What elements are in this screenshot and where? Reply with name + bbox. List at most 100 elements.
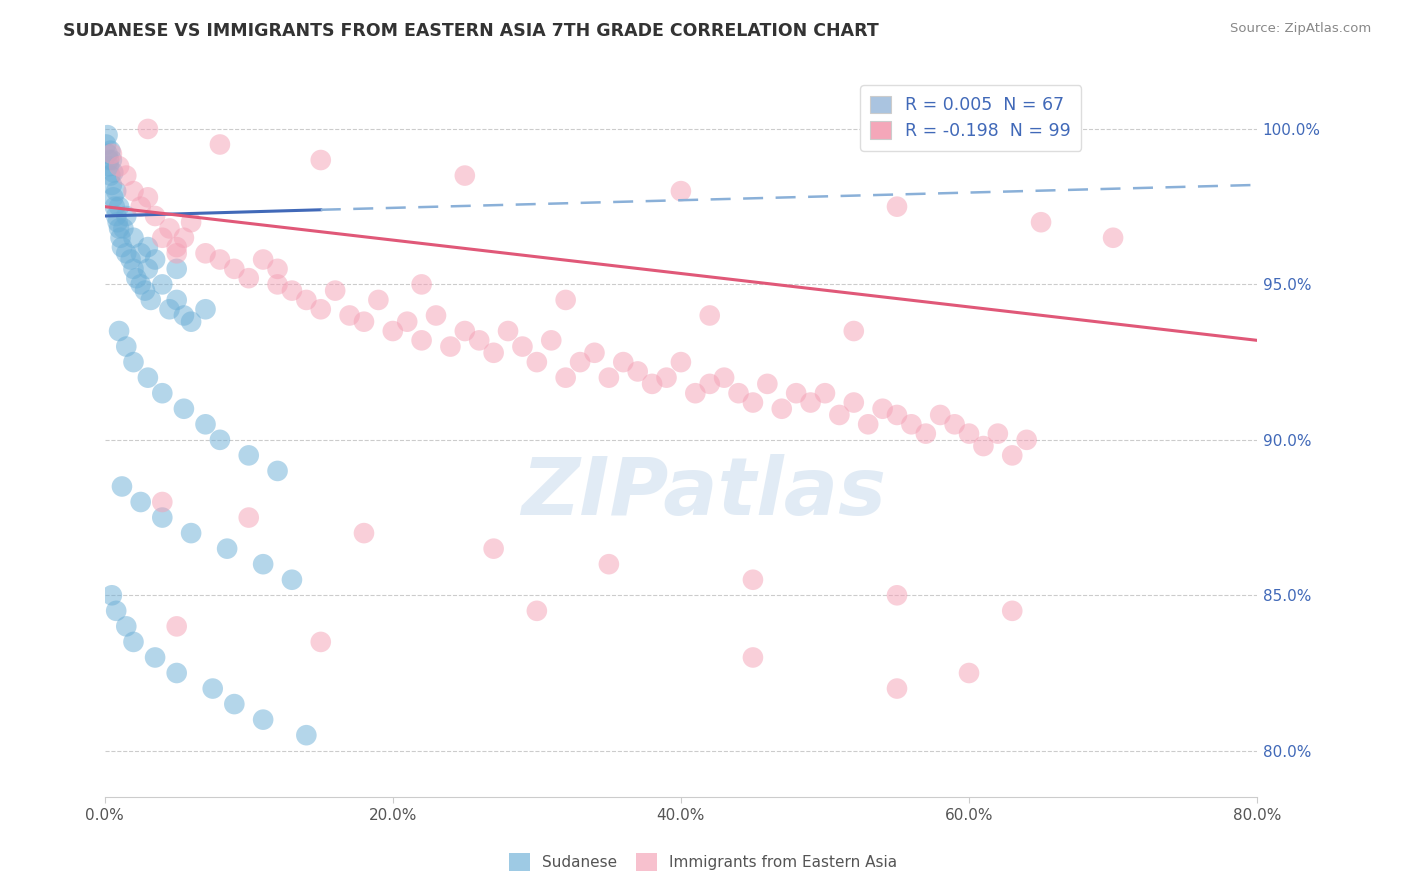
Point xyxy=(100,169,122,183)
Point xyxy=(129,200,152,214)
Point xyxy=(129,277,152,292)
Point xyxy=(1001,449,1024,463)
Point xyxy=(554,370,576,384)
Point xyxy=(125,271,148,285)
Point xyxy=(194,246,217,260)
Point xyxy=(115,209,138,223)
Point xyxy=(685,386,707,401)
Point xyxy=(914,426,936,441)
Point xyxy=(886,408,908,422)
Point xyxy=(886,681,908,696)
Point xyxy=(103,165,125,179)
Point xyxy=(108,200,131,214)
Point xyxy=(842,395,865,409)
Point xyxy=(94,137,117,152)
Point xyxy=(166,293,188,307)
Point xyxy=(139,293,162,307)
Point xyxy=(669,355,692,369)
Point xyxy=(122,184,145,198)
Point xyxy=(208,137,231,152)
Point xyxy=(115,246,138,260)
Point xyxy=(108,221,131,235)
Point xyxy=(180,315,202,329)
Point xyxy=(281,573,304,587)
Point xyxy=(612,355,634,369)
Point xyxy=(159,221,181,235)
Point xyxy=(482,541,505,556)
Point xyxy=(150,277,173,292)
Point xyxy=(136,190,159,204)
Point xyxy=(742,573,765,587)
Point xyxy=(569,355,592,369)
Point xyxy=(136,370,159,384)
Point xyxy=(105,604,128,618)
Point xyxy=(842,324,865,338)
Point xyxy=(166,246,188,260)
Point xyxy=(238,271,260,285)
Point xyxy=(872,401,894,416)
Point xyxy=(108,324,131,338)
Text: ZIPatlas: ZIPatlas xyxy=(522,454,886,533)
Point xyxy=(136,261,159,276)
Point xyxy=(727,386,749,401)
Point xyxy=(1015,433,1038,447)
Point xyxy=(886,200,908,214)
Point xyxy=(173,309,195,323)
Point xyxy=(120,252,142,267)
Point xyxy=(309,635,332,649)
Point xyxy=(1029,215,1052,229)
Point xyxy=(353,315,375,329)
Point xyxy=(856,417,879,432)
Point xyxy=(143,209,166,223)
Point xyxy=(104,200,127,214)
Point xyxy=(166,240,188,254)
Point xyxy=(756,376,779,391)
Point xyxy=(224,697,246,711)
Point xyxy=(101,178,124,192)
Point xyxy=(814,386,837,401)
Point xyxy=(108,159,131,173)
Point xyxy=(1001,604,1024,618)
Point xyxy=(129,246,152,260)
Point xyxy=(526,355,548,369)
Point xyxy=(173,231,195,245)
Point xyxy=(339,309,361,323)
Point xyxy=(554,293,576,307)
Point xyxy=(309,153,332,167)
Point xyxy=(266,261,288,276)
Point xyxy=(194,417,217,432)
Point xyxy=(150,231,173,245)
Point xyxy=(309,302,332,317)
Point xyxy=(150,510,173,524)
Point xyxy=(150,495,173,509)
Point xyxy=(143,650,166,665)
Point xyxy=(454,169,477,183)
Point xyxy=(238,449,260,463)
Point xyxy=(627,364,650,378)
Point xyxy=(468,334,491,348)
Point xyxy=(122,261,145,276)
Point xyxy=(101,588,124,602)
Point xyxy=(785,386,807,401)
Point xyxy=(900,417,922,432)
Point xyxy=(180,526,202,541)
Point xyxy=(150,386,173,401)
Point xyxy=(100,144,122,158)
Point xyxy=(699,376,721,391)
Point xyxy=(828,408,851,422)
Point xyxy=(526,604,548,618)
Point xyxy=(166,619,188,633)
Point xyxy=(111,240,134,254)
Point xyxy=(281,284,304,298)
Point xyxy=(742,650,765,665)
Point xyxy=(669,184,692,198)
Point xyxy=(105,209,128,223)
Point xyxy=(655,370,678,384)
Point xyxy=(173,401,195,416)
Point xyxy=(166,261,188,276)
Point xyxy=(194,302,217,317)
Point xyxy=(411,277,433,292)
Point xyxy=(115,340,138,354)
Point xyxy=(454,324,477,338)
Point xyxy=(929,408,952,422)
